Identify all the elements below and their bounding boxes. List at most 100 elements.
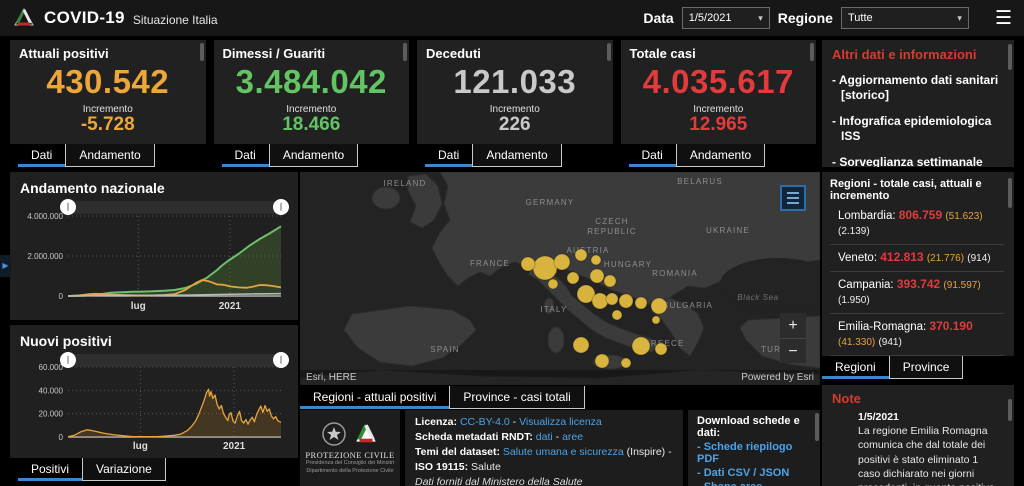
visualizza-licenza-link[interactable]: Visualizza licenza bbox=[519, 416, 602, 428]
download-block: Download schede e dati: - Schede riepilo… bbox=[688, 410, 820, 486]
region-bubble[interactable] bbox=[651, 315, 661, 325]
tab-andamento[interactable]: Andamento bbox=[675, 144, 766, 167]
shape-aree-link[interactable]: - Shape aree bbox=[697, 481, 811, 486]
region-bubble[interactable] bbox=[589, 268, 605, 284]
svg-text:40.000: 40.000 bbox=[39, 386, 64, 395]
card-title: Totale casi bbox=[629, 46, 696, 61]
tab-dati[interactable]: Dati bbox=[628, 144, 676, 167]
schede-pdf-link[interactable]: - Schede riepilogo PDF bbox=[697, 441, 793, 465]
license-cc-link[interactable]: CC-BY-4.0 bbox=[459, 416, 510, 428]
date-select[interactable]: 1/5/2021 ▾ bbox=[681, 7, 770, 29]
region-bubble[interactable] bbox=[611, 309, 623, 321]
region-bubble[interactable] bbox=[631, 336, 651, 356]
aree-link[interactable]: aree bbox=[562, 430, 584, 443]
tab-province-casi-totali[interactable]: Province - casi totali bbox=[449, 386, 585, 409]
tab-regioni-attuali-positivi[interactable]: Regioni - attuali positivi bbox=[300, 386, 450, 409]
scrollbar-thumb[interactable] bbox=[199, 43, 204, 61]
card-value: 3.484.042 bbox=[235, 63, 387, 100]
link-sorveglianza-regioni[interactable]: - Sorveglianza settimanale Regioni bbox=[832, 155, 983, 167]
region-select[interactable]: Tutte ▾ bbox=[840, 7, 969, 29]
region-bubble[interactable] bbox=[576, 284, 596, 304]
link-aggiornamento-dati-sanitari[interactable]: - Aggiornamento dati sanitari [storico] bbox=[832, 73, 999, 102]
region-bubble[interactable] bbox=[591, 292, 609, 310]
header: COVID-19 Situazione Italia Data 1/5/2021… bbox=[0, 0, 1024, 36]
scrollbar-thumb[interactable] bbox=[403, 43, 407, 61]
card-title: Deceduti bbox=[426, 46, 481, 61]
map-tabs: Regioni - attuali positivi Province - ca… bbox=[300, 386, 585, 409]
tab-andamento[interactable]: Andamento bbox=[472, 144, 562, 167]
dati-link[interactable]: dati bbox=[535, 430, 553, 443]
region-bubble[interactable] bbox=[620, 357, 632, 369]
svg-text:2021: 2021 bbox=[223, 441, 246, 452]
region-name: Lombardia: bbox=[838, 210, 896, 222]
scrollbar-thumb[interactable] bbox=[1008, 399, 1012, 421]
region-bubble[interactable] bbox=[605, 292, 619, 306]
andamento-chart[interactable]: lug 2021 0 2.000.000 4.000.000 bbox=[18, 198, 290, 312]
region-row-emilia-romagna[interactable]: Emilia-Romagna: 370.190 (41.330) (941) bbox=[830, 314, 1004, 356]
zoom-out-button[interactable]: − bbox=[780, 338, 806, 363]
tab-variazione[interactable]: Variazione bbox=[82, 458, 166, 481]
menu-icon[interactable]: ☰ bbox=[994, 7, 1012, 29]
tab-andamento[interactable]: Andamento bbox=[65, 144, 155, 167]
scrollbar-thumb[interactable] bbox=[1008, 44, 1012, 70]
region-bubble[interactable] bbox=[618, 293, 634, 309]
panel-expander-icon[interactable]: ▶ bbox=[0, 255, 11, 277]
tab-dati[interactable]: Dati bbox=[425, 144, 473, 167]
region-bubble[interactable] bbox=[566, 271, 580, 285]
salute-umana-link[interactable]: Salute umana e sicurezza bbox=[502, 445, 624, 458]
region-bubble[interactable] bbox=[654, 342, 668, 356]
region-bubble[interactable] bbox=[520, 256, 536, 272]
region-row-campania[interactable]: Campania: 393.742 (91.597) (1.950) bbox=[830, 272, 1004, 314]
range-handle-left[interactable]: ∥ bbox=[60, 352, 76, 368]
region-bubble[interactable] bbox=[650, 297, 668, 315]
metadata-label: Scheda metadati RNDT: bbox=[415, 430, 533, 443]
increment-value: 18.466 bbox=[282, 113, 341, 135]
tab-regioni[interactable]: Regioni bbox=[822, 356, 889, 379]
region-bubble[interactable] bbox=[547, 278, 559, 290]
attribution-powered-by-esri[interactable]: Powered by Esri bbox=[741, 372, 814, 383]
protezione-civile-logo-block: PROTEZIONE CIVILE Presidenza del Consigl… bbox=[300, 410, 400, 486]
nuovi-positivi-chart[interactable]: lug 2021 0 20.000 40.000 60.000 bbox=[18, 351, 290, 452]
region-bubble[interactable] bbox=[532, 255, 558, 281]
region-bubble[interactable] bbox=[594, 353, 610, 369]
region-bubble[interactable] bbox=[553, 253, 571, 271]
region-bubble[interactable] bbox=[572, 336, 590, 354]
region-bubble[interactable] bbox=[590, 254, 602, 266]
card-dimessi-guariti: Dimessi / Guariti 3.484.042 Incremento 1… bbox=[213, 40, 409, 144]
tab-dati[interactable]: Dati bbox=[18, 144, 66, 167]
region-row-veneto[interactable]: Veneto: 412.813 (21.776) (914) bbox=[830, 245, 1004, 272]
region-row-lombardia[interactable]: Lombardia: 806.759 (51.623) (2.139) bbox=[830, 203, 1004, 245]
map-label-bulgaria: BULGARIA bbox=[663, 301, 713, 310]
license-block: Licenza: CC-BY-4.0 - Visualizza licenza … bbox=[405, 410, 683, 486]
scrollbar-thumb[interactable] bbox=[1008, 178, 1012, 208]
map-attribution: Esri, HERE Powered by Esri bbox=[300, 370, 820, 385]
zoom-in-button[interactable]: + bbox=[788, 317, 798, 334]
region-name: Emilia-Romagna: bbox=[838, 320, 927, 333]
region-bubble[interactable] bbox=[574, 248, 588, 262]
svg-text:2021: 2021 bbox=[219, 301, 242, 312]
tab-positivi[interactable]: Positivi bbox=[18, 458, 83, 481]
tab-andamento[interactable]: Andamento bbox=[268, 144, 359, 167]
app-title: COVID-19 bbox=[44, 8, 125, 27]
chevron-down-icon: ▾ bbox=[957, 12, 962, 23]
tab-province[interactable]: Province bbox=[888, 356, 964, 379]
scrollbar-thumb[interactable] bbox=[810, 43, 814, 61]
range-handle-left[interactable]: ∥ bbox=[60, 199, 76, 215]
panel-title: Andamento nazionale bbox=[20, 180, 165, 196]
europe-map[interactable]: IRELAND GERMANY BELARUS CZECH REPUBLIC UKRAIN… bbox=[300, 172, 820, 385]
increment-label: Incremento bbox=[489, 103, 540, 115]
scrollbar-thumb[interactable] bbox=[606, 43, 611, 61]
card-attuali-positivi: Attuali positivi 430.542 Incremento -5.7… bbox=[10, 40, 206, 144]
scrollbar-thumb[interactable] bbox=[815, 413, 819, 441]
range-handle-right[interactable]: ∥ bbox=[273, 352, 289, 368]
csv-json-link[interactable]: - Dati CSV / JSON bbox=[697, 467, 790, 479]
link-infografica-iss[interactable]: - Infografica epidemiologica ISS bbox=[832, 114, 992, 143]
map-legend-button[interactable] bbox=[780, 185, 806, 211]
card-title: Attuali positivi bbox=[19, 46, 109, 61]
region-bubble[interactable] bbox=[634, 296, 648, 310]
range-handle-right[interactable]: ∥ bbox=[273, 199, 289, 215]
separator: (Inspire) - bbox=[623, 445, 672, 458]
region-attuali: (41.330) bbox=[838, 336, 876, 348]
tab-dati[interactable]: Dati bbox=[221, 144, 269, 167]
region-bubble[interactable] bbox=[603, 274, 617, 288]
